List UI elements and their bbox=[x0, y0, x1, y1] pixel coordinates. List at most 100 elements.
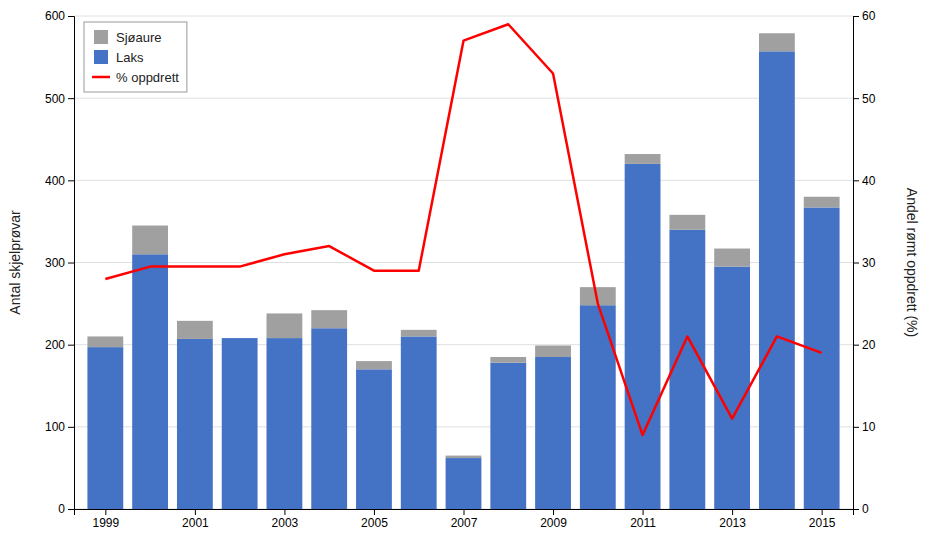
tick-mark bbox=[68, 427, 74, 428]
tick-mark bbox=[68, 509, 74, 510]
tick-label: 100 bbox=[45, 420, 65, 434]
marks bbox=[87, 24, 839, 509]
tick-label: 2005 bbox=[361, 516, 388, 530]
tick: 2013 bbox=[719, 509, 746, 530]
bar bbox=[177, 339, 213, 509]
tick: 50 bbox=[853, 92, 876, 106]
tick-mark bbox=[374, 509, 375, 515]
bar bbox=[446, 456, 482, 458]
y2-axis-title: Andel rømt oppdrett (%) bbox=[904, 188, 920, 337]
bar bbox=[759, 51, 795, 509]
bar bbox=[356, 369, 392, 509]
tick-label: 2003 bbox=[272, 516, 299, 530]
tick-label: 10 bbox=[862, 420, 876, 434]
tick: 1999 bbox=[92, 509, 119, 530]
tick: 30 bbox=[853, 256, 876, 270]
tick-label: 0 bbox=[862, 502, 869, 516]
legend-swatch bbox=[92, 76, 110, 79]
plot: 1999200120032005200720092011201320150100… bbox=[7, 9, 920, 529]
bar bbox=[804, 207, 840, 509]
bar bbox=[490, 357, 526, 363]
tick-label: 200 bbox=[45, 338, 65, 352]
tick-mark bbox=[553, 509, 554, 515]
bar bbox=[625, 164, 661, 509]
y-axis: 0 100 200 300 400 500 600 bbox=[45, 9, 75, 516]
tick: 300 bbox=[45, 256, 74, 270]
tick-mark bbox=[732, 509, 733, 515]
tick-mark bbox=[853, 509, 859, 510]
tick-mark bbox=[822, 509, 823, 515]
y2-axis: 0 10 20 30 40 50 60 bbox=[853, 9, 876, 516]
tick-mark bbox=[68, 263, 74, 264]
bar bbox=[87, 336, 123, 347]
legend-label: Laks bbox=[116, 50, 144, 65]
legend: SjøaureLaks% oppdrett bbox=[84, 22, 187, 92]
bar bbox=[132, 226, 168, 255]
bar bbox=[132, 254, 168, 509]
tick-mark bbox=[284, 509, 285, 515]
tick-mark bbox=[853, 98, 859, 99]
grid-line bbox=[74, 98, 853, 99]
tick-label: 2013 bbox=[719, 516, 746, 530]
legend-label: % oppdrett bbox=[116, 70, 179, 85]
tick: 2009 bbox=[540, 509, 567, 530]
bar bbox=[401, 336, 437, 509]
bar-series bbox=[87, 33, 839, 458]
tick-label: 0 bbox=[58, 502, 65, 516]
tick-mark bbox=[853, 263, 859, 264]
tick-label: 30 bbox=[862, 256, 876, 270]
tick: 600 bbox=[45, 9, 74, 23]
chart: 1999200120032005200720092011201320150100… bbox=[0, 0, 927, 549]
tick: 100 bbox=[45, 420, 74, 434]
bar-series bbox=[87, 51, 839, 509]
tick-mark bbox=[853, 345, 859, 346]
tick: 0 bbox=[853, 502, 869, 516]
axis-line bbox=[75, 510, 854, 516]
tick-mark bbox=[105, 509, 106, 515]
y-axis-title: Antal skjelprøvar bbox=[7, 210, 23, 315]
tick-label: 20 bbox=[862, 338, 876, 352]
tick-label: 2015 bbox=[809, 516, 836, 530]
tick: 2007 bbox=[451, 509, 478, 530]
tick-label: 60 bbox=[862, 9, 876, 23]
tick: 10 bbox=[853, 420, 876, 434]
tick: 60 bbox=[853, 9, 876, 23]
bar bbox=[222, 338, 258, 509]
tick: 2011 bbox=[630, 509, 656, 530]
bar bbox=[580, 305, 616, 509]
tick-mark bbox=[68, 98, 74, 99]
tick: 20 bbox=[853, 338, 876, 352]
tick: 2005 bbox=[361, 509, 388, 530]
tick-mark bbox=[853, 427, 859, 428]
bar bbox=[804, 197, 840, 208]
tick-label: 400 bbox=[45, 174, 65, 188]
legend-swatch bbox=[94, 30, 108, 44]
tick-mark bbox=[853, 180, 859, 181]
bar bbox=[311, 328, 347, 509]
bar bbox=[177, 321, 213, 339]
tick-label: 300 bbox=[45, 256, 65, 270]
bar bbox=[669, 230, 705, 509]
tick-label: 50 bbox=[862, 92, 876, 106]
tick-label: 2011 bbox=[630, 516, 656, 530]
tick: 500 bbox=[45, 92, 74, 106]
tick-mark bbox=[68, 16, 74, 17]
tick-mark bbox=[464, 509, 465, 515]
bar bbox=[267, 313, 303, 338]
bar bbox=[311, 310, 347, 328]
tick-label: 500 bbox=[45, 92, 65, 106]
bar bbox=[87, 347, 123, 509]
tick: 2003 bbox=[272, 509, 299, 530]
bar bbox=[669, 215, 705, 230]
tick-label: 600 bbox=[45, 9, 65, 23]
tick-label: 40 bbox=[862, 174, 876, 188]
tick-mark bbox=[195, 509, 196, 515]
tick: 400 bbox=[45, 174, 74, 188]
bar bbox=[490, 363, 526, 509]
tick: 2001 bbox=[182, 509, 209, 530]
bar bbox=[759, 33, 795, 51]
grid bbox=[74, 16, 853, 509]
bar bbox=[401, 330, 437, 337]
bar bbox=[625, 154, 661, 164]
bar bbox=[535, 345, 571, 357]
